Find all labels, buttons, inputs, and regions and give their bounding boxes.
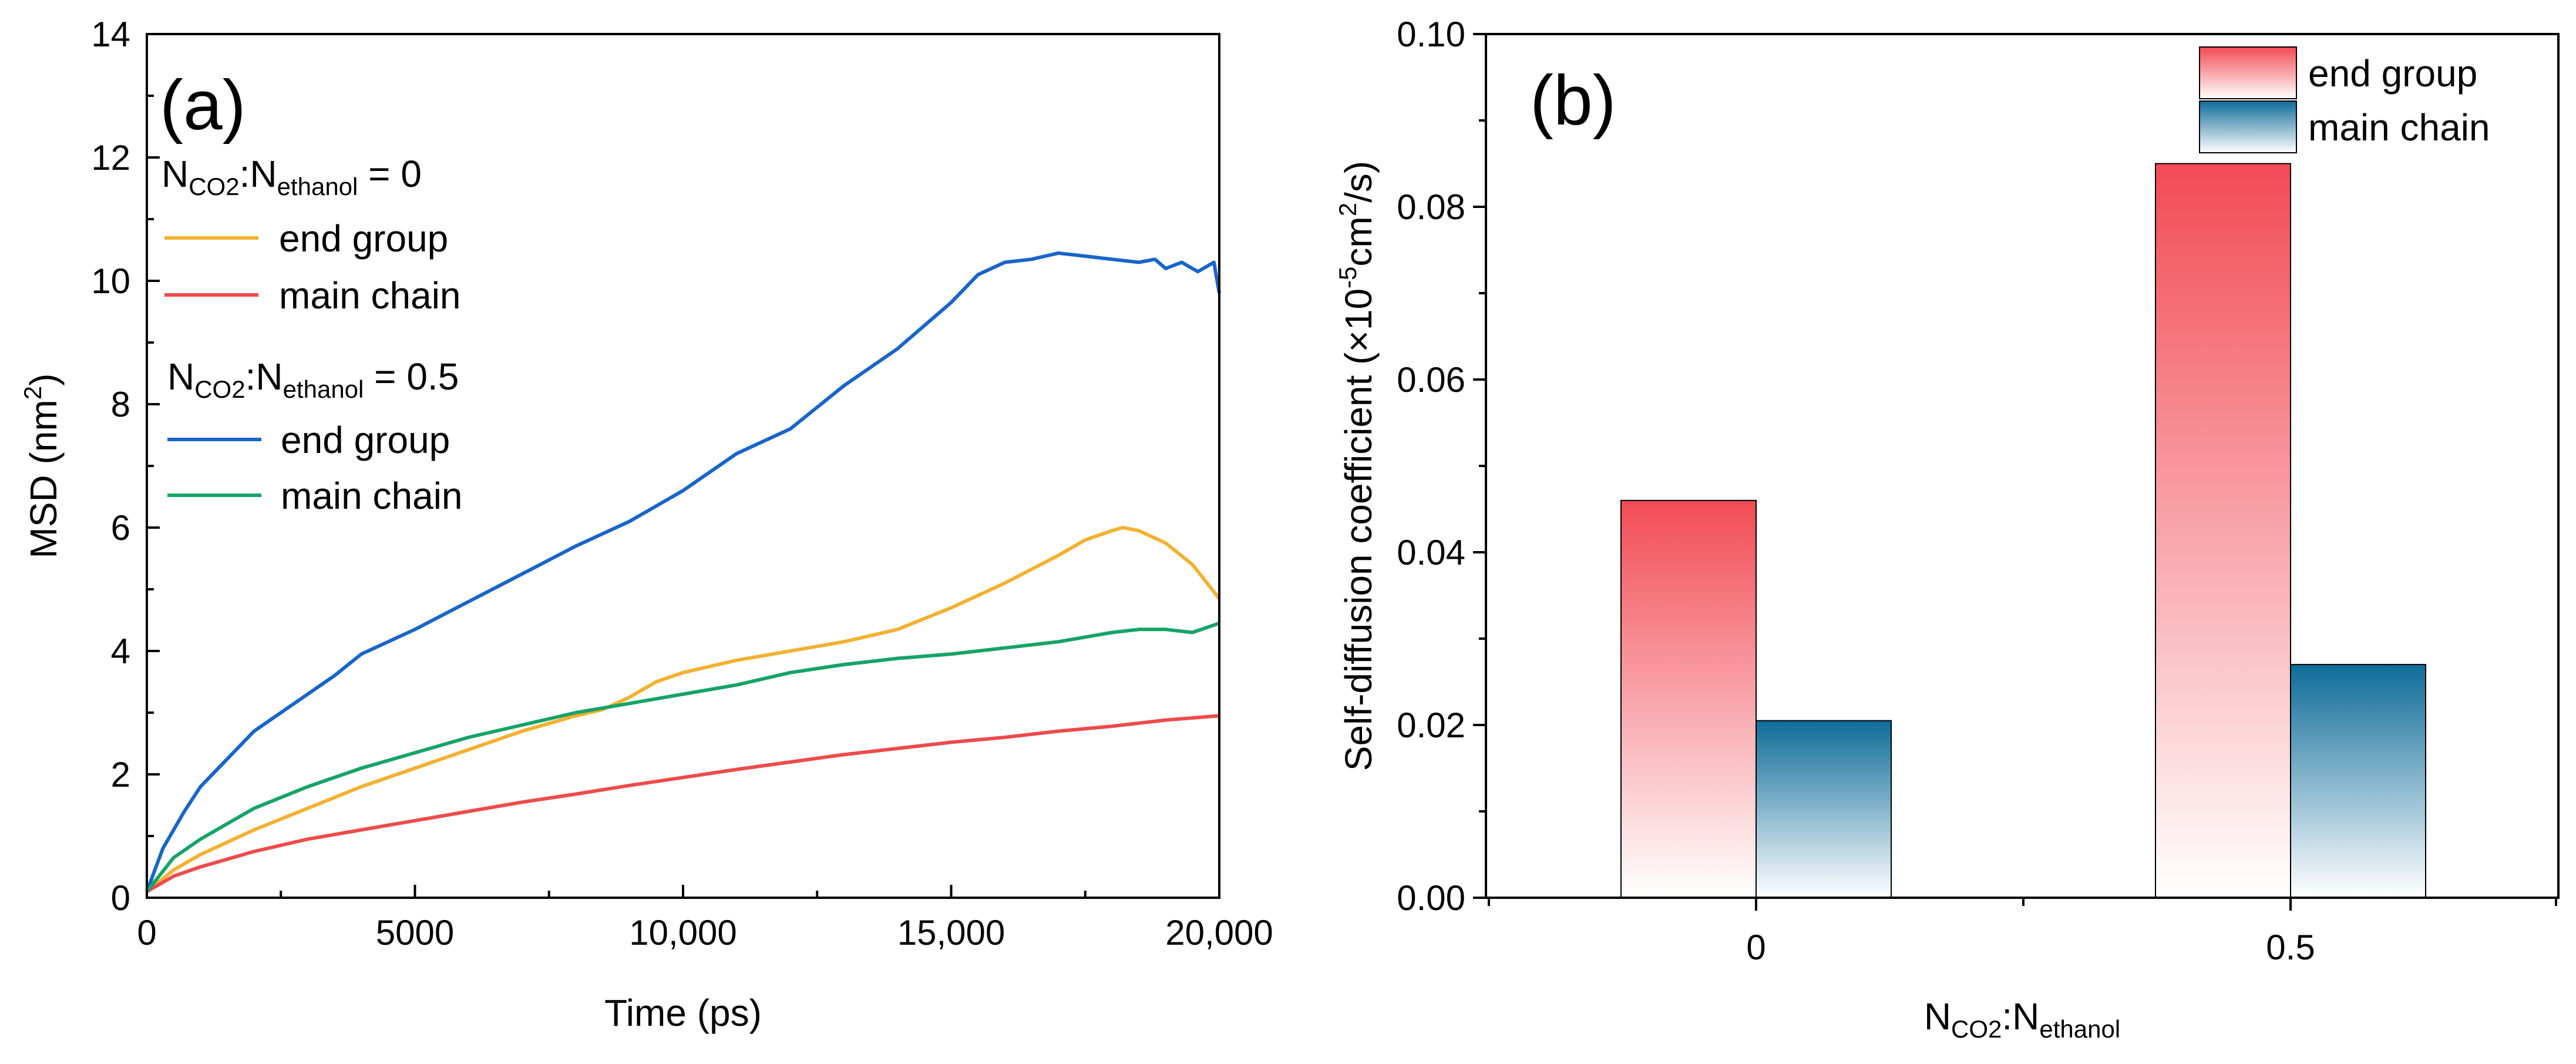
b-x-tick-label: 0.5 [2266, 928, 2315, 967]
b-panel-label: (b) [1530, 61, 1616, 140]
a-x-axis-title: Time (ps) [604, 992, 762, 1034]
a-series-lines [145, 251, 1221, 894]
b-bar-end-group-0 [1620, 499, 1757, 898]
b-y-tick-label: 0.10 [1397, 15, 1465, 54]
b-plot-frame [1485, 33, 2560, 899]
a-series-line-end-group-1 [145, 251, 1221, 892]
b-x-axis-title: NCO2:Nethanol [1924, 995, 2120, 1043]
a-y-tick-label: 14 [91, 15, 130, 54]
a-y-tick-label: 4 [111, 632, 130, 671]
b-bars [1620, 163, 2426, 899]
b-axis-ticks: 0 0.5 0.00 0.02 0.04 0.06 0.08 0.10 [1397, 15, 2557, 967]
b-y-axis-title: Self-diffusion coefficient (×10-5cm2/s) [1334, 161, 1380, 771]
a-legend-label-main-chain-0: main chain [279, 274, 461, 317]
a-x-tick-label: 15,000 [897, 913, 1005, 952]
a-x-tick-label: 20,000 [1165, 913, 1273, 952]
b-y-tick-label: 0.06 [1397, 360, 1465, 400]
a-y-tick-label: 2 [111, 755, 130, 794]
a-y-tick-label: 0 [111, 878, 130, 918]
a-legend-title-1: NCO2:Nethanol = 0.5 [167, 355, 459, 403]
b-legend-swatch-end-group [2199, 46, 2297, 99]
a-plot-frame [146, 33, 1220, 899]
a-panel-label: (a) [160, 66, 246, 145]
a-axis-ticks: 0 5000 10,000 15,000 20,000 0 2 4 6 8 10 12 14 [91, 15, 1273, 952]
b-bar-main-chain-0 [1756, 720, 1892, 899]
a-x-tick-label: 5000 [376, 913, 454, 952]
a-legend-label-main-chain-1: main chain [281, 475, 463, 517]
b-bar-end-group-0.5 [2155, 163, 2291, 898]
bar-chart-panel: 0 0.5 0.00 0.02 0.04 0.06 0.08 0.10 (b) end gro… [1334, 15, 2560, 1043]
a-series-line-main-chain-1 [145, 621, 1220, 893]
a-y-tick-label: 12 [91, 138, 130, 177]
b-y-tick-label: 0.04 [1397, 533, 1465, 572]
b-y-tick-label: 0.08 [1397, 187, 1465, 227]
a-y-tick-label: 10 [91, 261, 130, 301]
a-x-tick-label: 10,000 [629, 913, 737, 952]
line-chart-panel: 0 5000 10,000 15,000 20,000 0 2 4 6 8 10 12 14 (a) N… [19, 15, 1273, 1034]
a-y-tick-label: 8 [111, 385, 130, 424]
b-legend-label-end-group: end group [2308, 52, 2477, 95]
a-y-tick-label: 6 [111, 508, 130, 548]
a-series-line-end-group-0 [146, 526, 1221, 893]
a-legend-label-end-group-1: end group [281, 419, 450, 461]
b-legend-label-main-chain: main chain [2308, 106, 2490, 149]
a-legend-title-0: NCO2:Nethanol = 0 [162, 153, 422, 200]
a-y-axis-title: MSD (nm2) [19, 374, 65, 559]
b-legend-swatch-main-chain [2199, 100, 2297, 153]
b-x-tick-label: 0 [1746, 928, 1765, 967]
a-series-line-main-chain-0 [146, 714, 1220, 894]
b-y-tick-label: 0.00 [1397, 878, 1465, 918]
a-legend-label-end-group-0: end group [279, 217, 448, 260]
b-bar-main-chain-0.5 [2290, 664, 2426, 898]
a-x-tick-label: 0 [137, 913, 156, 952]
b-y-tick-label: 0.02 [1397, 706, 1465, 745]
